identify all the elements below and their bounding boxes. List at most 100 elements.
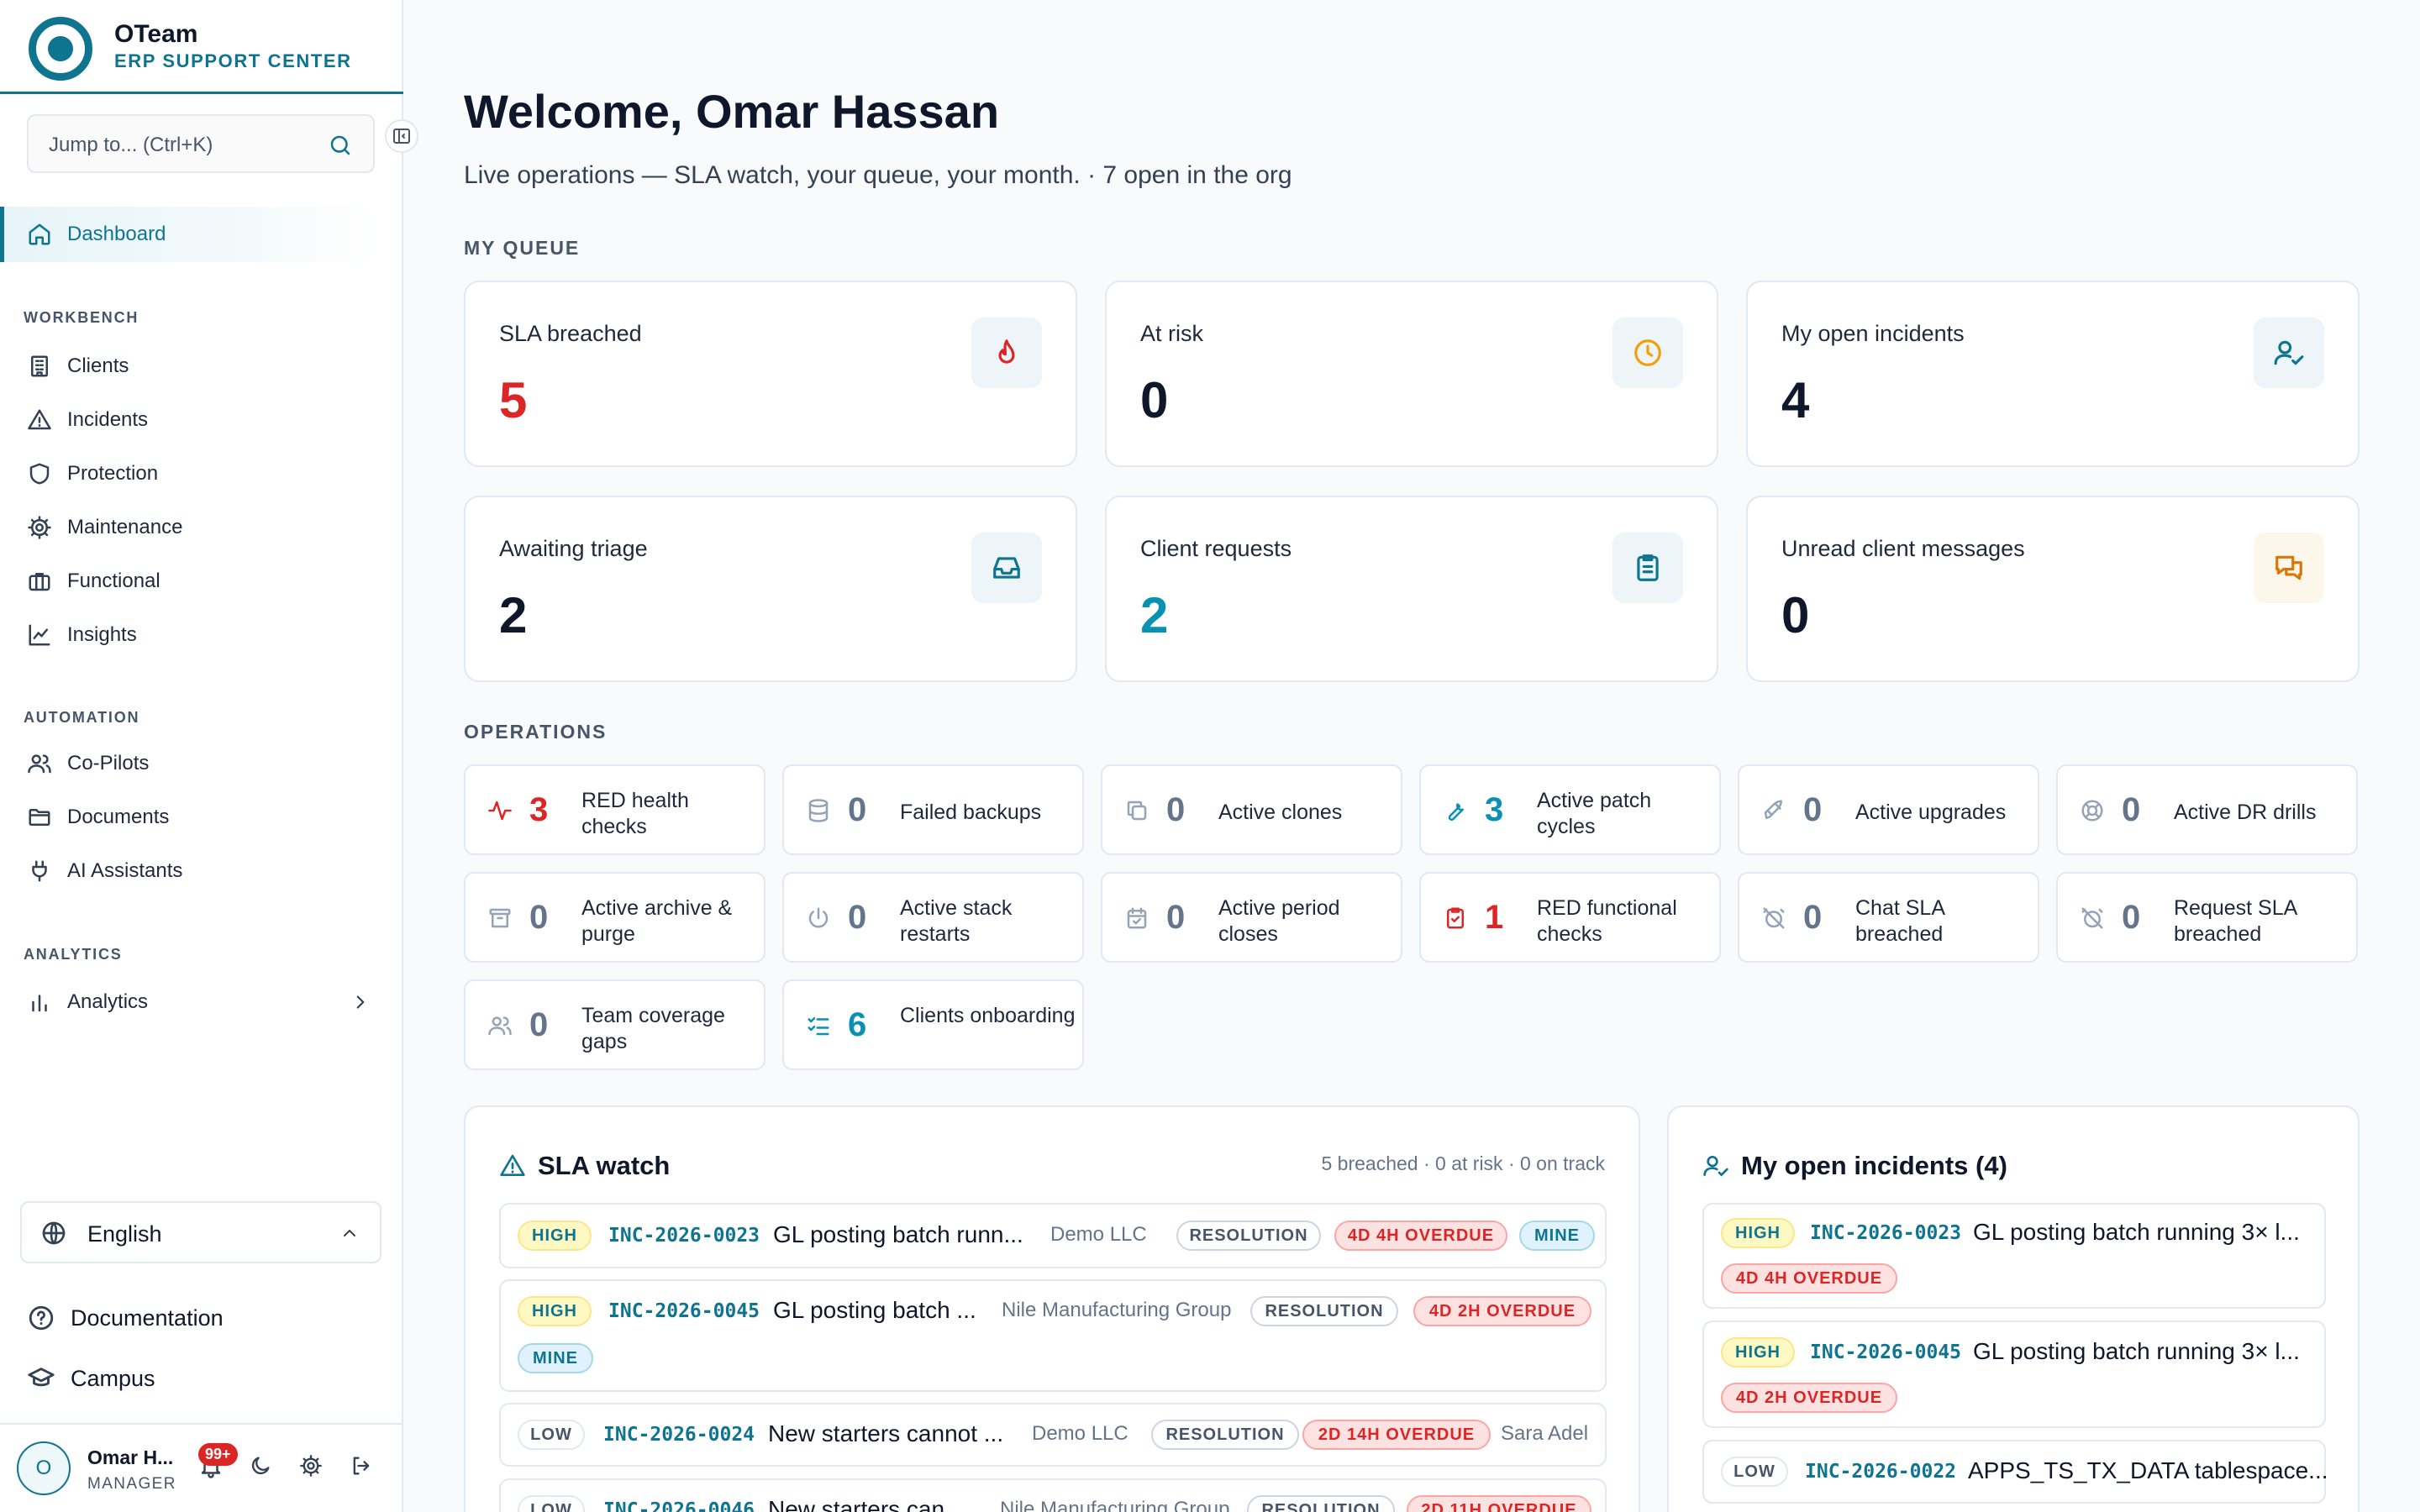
jump-search-input[interactable]: Jump to... (Ctrl+K) <box>27 114 375 173</box>
priority-badge: HIGH <box>1721 1337 1795 1368</box>
alert-triangle-icon <box>28 409 51 430</box>
building-icon <box>31 355 48 377</box>
collapse-sidebar-button[interactable] <box>385 119 418 153</box>
nav-item-protection[interactable]: Protection <box>27 454 158 494</box>
bar-chart-icon <box>32 995 47 1012</box>
card-my-open-incidents[interactable]: My open incidents 4 <box>1746 281 2360 467</box>
op-active-period-closes[interactable]: 0 Active period closes <box>1101 872 1402 963</box>
nav-item-insights[interactable]: Insights <box>27 615 137 655</box>
incident-row[interactable]: LOW INC-2026-0022 APPS_TS_TX_DATA tables… <box>1702 1440 2328 1504</box>
nav-label: Functional <box>67 570 160 592</box>
op-value: 0 <box>2122 899 2141 936</box>
op-value: 1 <box>1485 899 1504 936</box>
calendar-check-icon <box>1127 907 1147 929</box>
nav-item-analytics[interactable]: Analytics <box>27 982 148 1022</box>
incident-title: APPS_TS_TX_DATA tablespace... <box>1968 1457 2328 1483</box>
stage-badge: RESOLUTION <box>1151 1420 1299 1450</box>
nav-label: Co-Pilots <box>67 752 150 774</box>
incident-row[interactable]: HIGH INC-2026-0045 GL posting batch runn… <box>1702 1320 2326 1428</box>
nav-item-ai-assistants[interactable]: AI Assistants <box>27 851 182 891</box>
incident-id[interactable]: INC-2026-0023 <box>1810 1222 1962 1244</box>
card-label: At risk <box>1140 321 1204 346</box>
nav-item-co-pilots[interactable]: Co-Pilots <box>27 743 149 784</box>
priority-badge: LOW <box>518 1495 585 1512</box>
card-sla-breached[interactable]: SLA breached 5 <box>464 281 1077 467</box>
priority-badge: LOW <box>1721 1457 1788 1487</box>
nav-item-dashboard[interactable]: Dashboard <box>27 214 166 255</box>
card-at-risk[interactable]: At risk 0 <box>1105 281 1718 467</box>
incident-title: GL posting batch ... <box>773 1297 976 1323</box>
nav-item-maintenance[interactable]: Maintenance <box>27 507 182 548</box>
logout-icon[interactable] <box>350 1454 373 1478</box>
panel-title-text: My open incidents (4) <box>1741 1151 2007 1180</box>
op-request-sla-breached[interactable]: 0 Request SLA breached <box>2056 872 2358 963</box>
documentation-link[interactable]: Documentation <box>27 1304 224 1332</box>
section-analytics: ANALYTICS <box>24 946 123 963</box>
operations-heading: OPERATIONS <box>464 721 608 743</box>
database-icon <box>808 799 829 822</box>
my-open-incidents-panel: My open incidents (4) HIGH INC-2026-0023… <box>1667 1105 2360 1512</box>
nav-item-clients[interactable]: Clients <box>27 346 129 386</box>
settings-icon[interactable] <box>299 1454 323 1478</box>
client-name: Demo LLC <box>1050 1223 1147 1246</box>
card-value: 4 <box>1781 372 1810 428</box>
clipboard-icon <box>1612 533 1683 603</box>
avatar[interactable]: O <box>17 1441 71 1495</box>
sla-row[interactable]: HIGH INC-2026-0045 GL posting batch ... … <box>499 1279 1607 1392</box>
notification-badge: 99+ <box>198 1443 238 1466</box>
op-active-archive-purge[interactable]: 0 Active archive & purge <box>464 872 765 963</box>
op-value: 0 <box>1166 899 1186 936</box>
sla-row[interactable]: LOW INC-2026-0046 New starters can... Ni… <box>499 1478 1607 1512</box>
incident-id[interactable]: INC-2026-0022 <box>1805 1461 1957 1483</box>
copy-icon <box>1127 801 1147 821</box>
card-label: Awaiting triage <box>499 536 648 561</box>
moon-icon[interactable] <box>249 1454 272 1478</box>
op-active-upgrades[interactable]: 0 Active upgrades <box>1738 764 2039 855</box>
priority-badge: HIGH <box>1721 1218 1795 1248</box>
my-open-title: My open incidents (4) <box>1702 1151 2007 1181</box>
chevron-right-icon[interactable] <box>350 991 371 1013</box>
incident-id[interactable]: INC-2026-0046 <box>603 1499 755 1512</box>
brand[interactable]: OTeam ERP SUPPORT CENTER <box>0 0 403 94</box>
nav-item-documents[interactable]: Documents <box>27 797 169 837</box>
op-active-stack-restarts[interactable]: 0 Active stack restarts <box>782 872 1084 963</box>
activity-icon <box>488 801 512 821</box>
search-icon <box>330 135 350 155</box>
language-select[interactable]: English <box>20 1201 381 1263</box>
op-team-coverage-gaps[interactable]: 0 Team coverage gaps <box>464 979 765 1070</box>
card-unread-client-messages[interactable]: Unread client messages 0 <box>1746 496 2360 682</box>
card-label: SLA breached <box>499 321 642 346</box>
incident-id[interactable]: INC-2026-0045 <box>1810 1341 1962 1363</box>
card-value: 2 <box>1140 587 1169 643</box>
stage-badge: RESOLUTION <box>1250 1296 1398 1326</box>
card-client-requests[interactable]: Client requests 2 <box>1105 496 1718 682</box>
incident-row[interactable]: HIGH INC-2026-0023 GL posting batch runn… <box>1702 1203 2326 1309</box>
op-active-patch-cycles[interactable]: 3 Active patch cycles <box>1419 764 1721 855</box>
nav-label: Dashboard <box>67 223 166 245</box>
op-failed-backups[interactable]: 0 Failed backups <box>782 764 1084 855</box>
incident-id[interactable]: INC-2026-0024 <box>603 1424 755 1446</box>
op-label: Active stack restarts <box>900 896 1013 946</box>
sla-watch-title: SLA watch <box>499 1151 670 1181</box>
op-red-functional-checks[interactable]: 1 RED functional checks <box>1419 872 1721 963</box>
op-chat-sla-breached[interactable]: 0 Chat SLA breached <box>1738 872 2039 963</box>
incident-id[interactable]: INC-2026-0023 <box>608 1225 760 1247</box>
sla-row[interactable]: HIGH INC-2026-0023 GL posting batch runn… <box>499 1203 1607 1268</box>
campus-link[interactable]: Campus <box>27 1364 155 1393</box>
incident-id[interactable]: INC-2026-0045 <box>608 1300 760 1322</box>
panel-left-icon <box>393 129 410 144</box>
op-label: Failed backups <box>900 801 1042 824</box>
card-awaiting-triage[interactable]: Awaiting triage 2 <box>464 496 1077 682</box>
op-label: Clients onboarding <box>900 1004 1076 1027</box>
archive-icon <box>489 908 511 928</box>
mine-badge: MINE <box>518 1343 593 1373</box>
nav-item-functional[interactable]: Functional <box>27 561 160 601</box>
op-red-health-checks[interactable]: 3 RED health checks <box>464 764 765 855</box>
sla-row[interactable]: LOW INC-2026-0024 New starters cannot ..… <box>499 1403 1607 1467</box>
op-value: 0 <box>529 899 549 936</box>
nav-item-incidents[interactable]: Incidents <box>27 400 148 440</box>
op-active-dr-drills[interactable]: 0 Active DR drills <box>2056 764 2358 855</box>
op-active-clones[interactable]: 0 Active clones <box>1101 764 1402 855</box>
op-clients-onboarding[interactable]: 6 Clients onboarding <box>782 979 1084 1070</box>
overdue-badge: 4D 4H OVERDUE <box>1334 1221 1507 1251</box>
